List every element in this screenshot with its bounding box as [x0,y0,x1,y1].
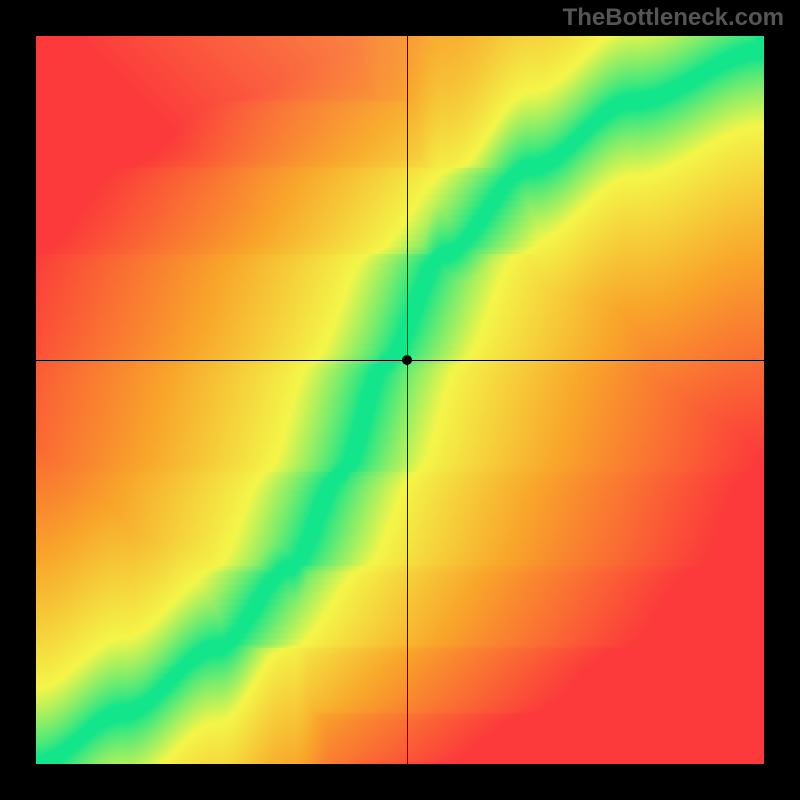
watermark-text: TheBottleneck.com [563,4,784,32]
crosshair-marker [402,355,412,365]
heatmap-canvas [36,36,764,764]
crosshair-vertical [407,36,408,764]
heatmap-plot [36,36,764,764]
crosshair-horizontal [36,360,764,361]
